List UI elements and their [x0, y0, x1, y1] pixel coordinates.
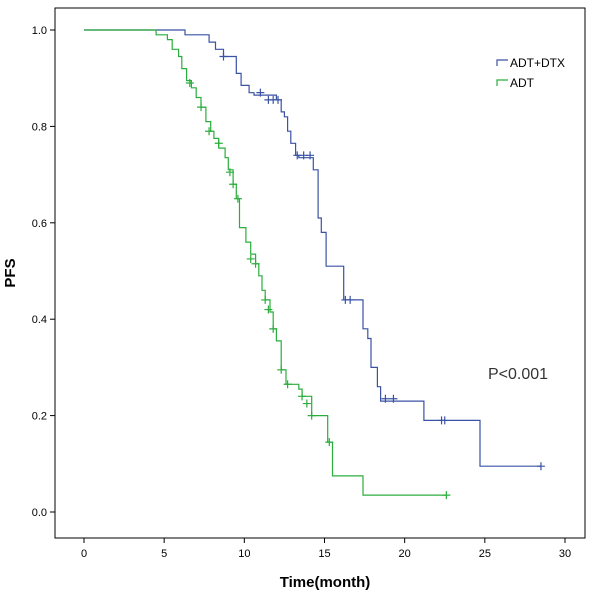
y-tick-label: 0.6 [32, 218, 47, 230]
censor-mark-adt [225, 168, 234, 177]
censor-mark-adt-dtx [274, 95, 283, 104]
censor-mark-adt [283, 380, 292, 389]
p-value-annotation: P<0.001 [488, 366, 548, 383]
legend-label-adt-dtx: ADT+DTX [510, 56, 565, 70]
censor-mark-adt [229, 180, 238, 189]
censor-mark-adt [185, 79, 194, 88]
y-tick-label: 0.8 [32, 121, 47, 133]
censor-mark-adt [214, 139, 223, 148]
censor-mark-adt [205, 127, 214, 136]
legend-swatch-adt-dtx [496, 59, 508, 66]
x-tick-label: 20 [399, 548, 411, 560]
censor-mark-adt [269, 324, 278, 333]
censor-mark-adt-dtx [256, 88, 265, 97]
censor-mark-adt-dtx [381, 394, 390, 403]
y-tick-label: 0.2 [32, 411, 47, 423]
y-axis-title: PFS [2, 258, 19, 287]
censor-mark-adt [307, 411, 316, 420]
censor-mark-adt [251, 259, 260, 268]
censor-mark-adt [277, 365, 286, 374]
censor-mark-adt-dtx [389, 394, 398, 403]
x-tick-label: 25 [479, 548, 491, 560]
censor-mark-adt-dtx [306, 151, 315, 160]
x-tick-label: 15 [318, 548, 330, 560]
series-line-adt-dtx [84, 29, 541, 467]
censor-mark-adt [261, 295, 270, 304]
x-tick-label: 10 [238, 548, 250, 560]
censor-mark-adt-dtx [536, 462, 545, 471]
y-tick-label: 0.0 [32, 507, 47, 519]
censor-mark-adt [197, 103, 206, 112]
y-tick-label: 1.0 [32, 25, 47, 37]
series-layer [84, 29, 545, 500]
censor-mark-adt [233, 194, 242, 203]
plot-frame [54, 7, 586, 539]
legend: ADT+DTX ADT [496, 56, 565, 90]
censor-mark-adt [442, 491, 451, 500]
x-axis-title: Time(month) [280, 574, 371, 591]
y-tick-label: 0.4 [32, 314, 47, 326]
censor-mark-adt [302, 399, 311, 408]
x-tick-label: 0 [81, 548, 87, 560]
censor-mark-adt [264, 305, 273, 314]
legend-swatch-adt [496, 79, 508, 86]
censor-mark-adt [325, 438, 334, 447]
ticks-layer: 0 5 10 15 20 25 30 0.0 0.2 0.4 0.6 0.8 1.0 [32, 25, 571, 560]
x-tick-label: 5 [161, 548, 167, 560]
censor-mark-adt-dtx [219, 52, 228, 61]
censor-mark-adt [246, 254, 255, 263]
x-tick-label: 30 [559, 548, 571, 560]
censor-mark-adt [298, 392, 307, 401]
censor-mark-adt-dtx [346, 295, 355, 304]
censor-mark-adt-dtx [440, 416, 449, 425]
legend-label-adt: ADT [510, 76, 535, 90]
